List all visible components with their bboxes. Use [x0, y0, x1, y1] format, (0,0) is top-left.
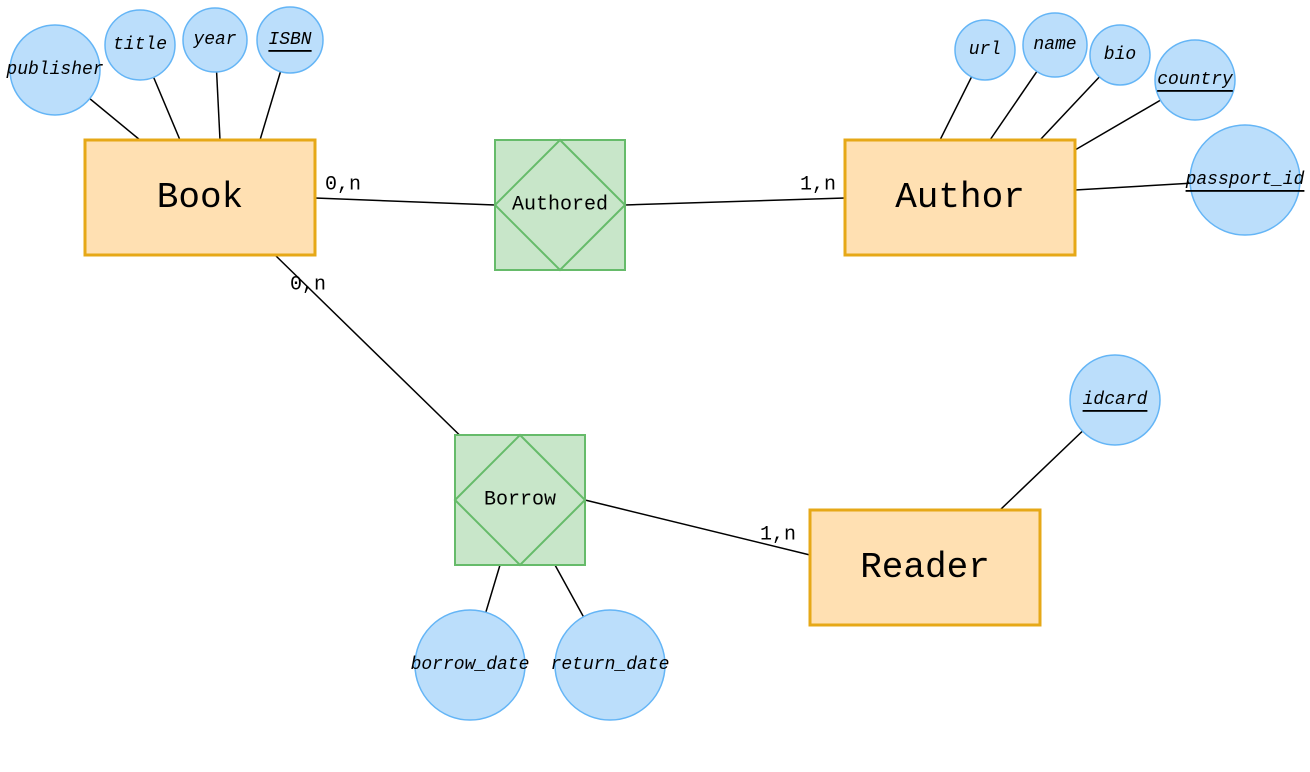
attribute-label-borrow_date: borrow_date	[411, 655, 530, 675]
attribute-publisher: publisher	[5, 25, 103, 115]
entity-label-reader: Reader	[860, 547, 990, 588]
cardinality-author-authored: 1,n	[800, 174, 836, 197]
attributes-layer: publisher title year ISBN url name bio country p…	[5, 7, 1304, 720]
attribute-label-year: year	[192, 30, 236, 50]
attr-lines-layer	[55, 40, 1245, 665]
relationship-borrow: Borrow	[455, 435, 585, 565]
attribute-idcard: idcard	[1070, 355, 1160, 445]
cardinality-reader-borrow: 1,n	[760, 524, 796, 547]
cardinality-book-authored: 0,n	[325, 174, 361, 197]
attribute-year: year	[183, 8, 247, 72]
attribute-title: title	[105, 10, 175, 80]
attribute-label-passport: passport_id	[1185, 170, 1305, 190]
attribute-label-publisher: publisher	[5, 60, 103, 80]
relationship-authored: Authored	[495, 140, 625, 270]
attribute-label-name: name	[1033, 35, 1076, 55]
attribute-country: country	[1155, 40, 1235, 120]
edge-author-authored	[625, 198, 845, 205]
attribute-label-title: title	[113, 35, 167, 55]
attribute-bio: bio	[1090, 25, 1150, 85]
attribute-label-return_date: return_date	[551, 655, 670, 675]
attribute-url: url	[955, 20, 1015, 80]
relationship-label-borrow: Borrow	[484, 489, 556, 512]
attribute-label-bio: bio	[1104, 45, 1136, 65]
attribute-return_date: return_date	[551, 610, 670, 720]
attribute-label-idcard: idcard	[1083, 390, 1148, 410]
entity-label-author: Author	[895, 177, 1025, 218]
entity-author: Author	[845, 140, 1075, 255]
er-diagram: Authored Borrow Book Author Reader publisher t…	[0, 0, 1310, 772]
attribute-isbn: ISBN	[257, 7, 323, 73]
entity-reader: Reader	[810, 510, 1040, 625]
relationship-label-authored: Authored	[512, 194, 608, 217]
edge-book-authored	[315, 198, 495, 205]
entity-book: Book	[85, 140, 315, 255]
attribute-borrow_date: borrow_date	[411, 610, 530, 720]
cardinality-book-borrow: 0,n	[290, 274, 326, 297]
attribute-label-country: country	[1157, 70, 1234, 90]
attribute-label-url: url	[969, 40, 1001, 60]
attribute-passport: passport_id	[1185, 125, 1305, 235]
attribute-name: name	[1023, 13, 1087, 77]
entity-label-book: Book	[157, 177, 243, 218]
attribute-label-isbn: ISBN	[268, 30, 311, 50]
